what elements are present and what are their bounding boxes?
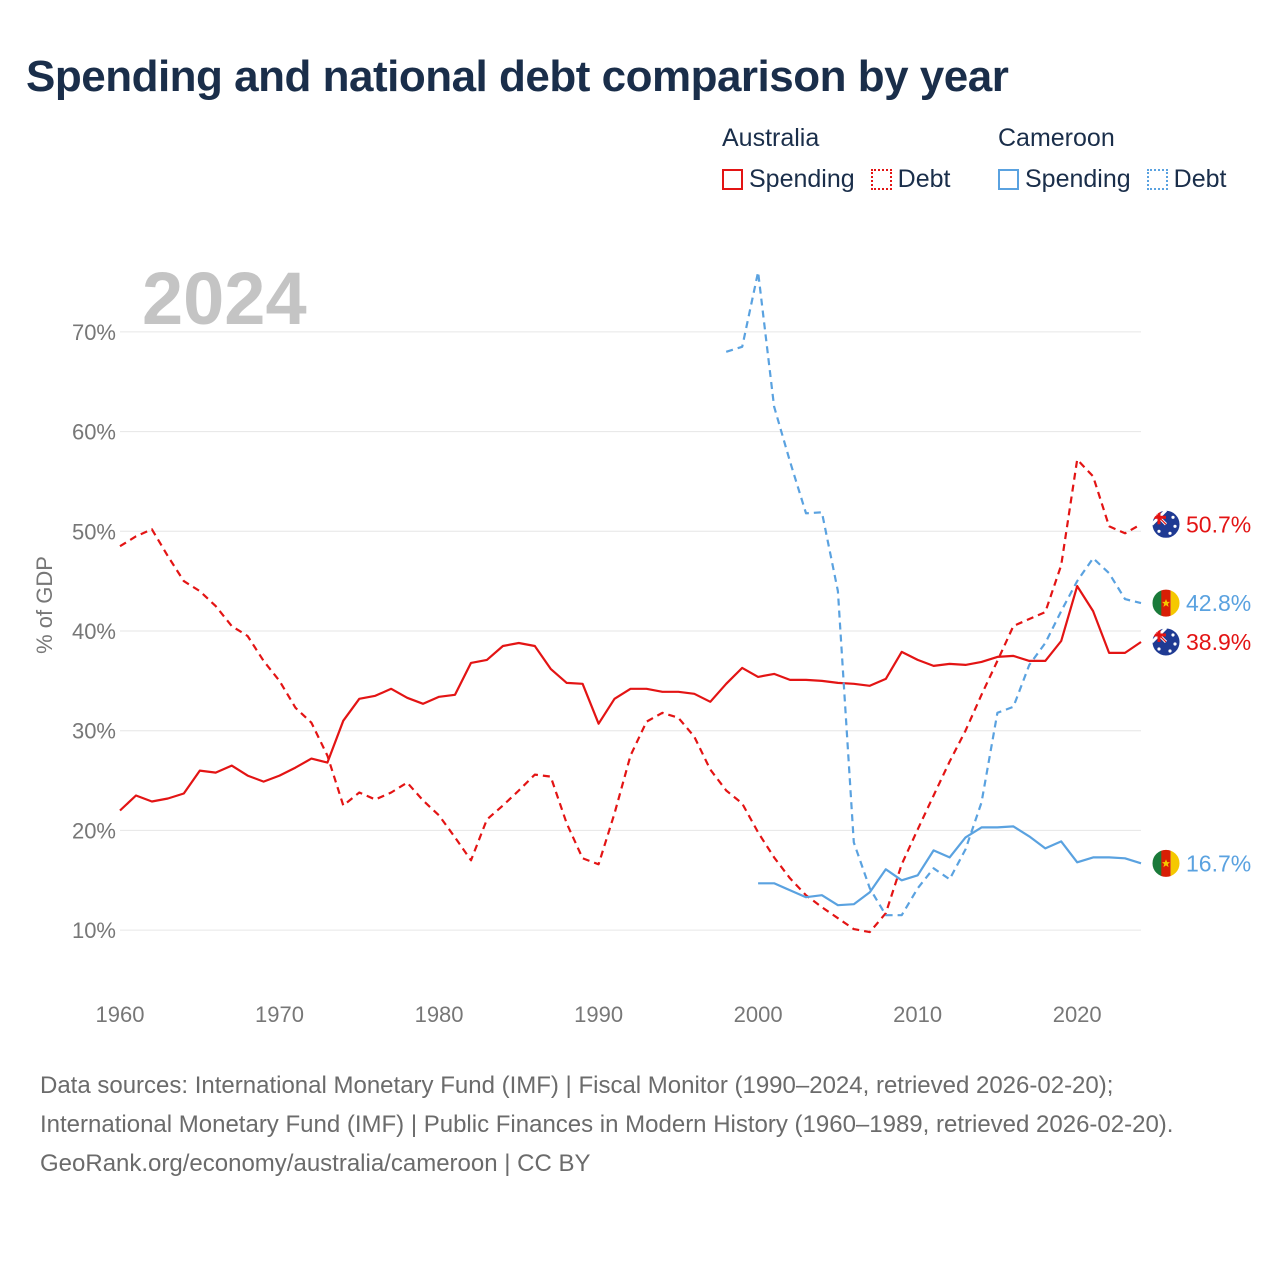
data-sources: Data sources: International Monetary Fun… — [40, 1072, 1174, 1138]
legend-cameroon: Cameroon Spending Debt — [998, 124, 1242, 194]
legend-swatch-solid-icon — [722, 169, 743, 190]
y-tick-label: 60% — [72, 420, 116, 445]
legend-cameroon-spending[interactable]: Spending — [998, 165, 1131, 194]
series-line-australia-spending — [119, 584, 1142, 812]
cameroon-flag-icon — [1151, 848, 1181, 878]
australia-flag-icon — [1151, 509, 1181, 539]
legend-australia-spending[interactable]: Spending — [722, 165, 855, 194]
line-chart: 2024 10% 20% 30% 40% 50% 60% 70% 1960 1970 1980 199… — [32, 257, 1251, 1027]
x-tick-label: 1980 — [415, 1002, 464, 1027]
series-line-cameroon-spending — [758, 825, 1142, 907]
legend-swatch-dotted-icon — [870, 169, 892, 190]
legend-swatch-solid-icon — [998, 169, 1019, 190]
year-label: 2024 — [142, 257, 307, 340]
legend-label: Spending — [1025, 165, 1131, 193]
x-tick-label: 1960 — [96, 1002, 145, 1027]
legend-australia: Australia Spending Debt — [722, 124, 966, 194]
series-line-australia-debt — [119, 458, 1142, 934]
legend-cameroon-title: Cameroon — [998, 124, 1115, 152]
legend-australia-debt[interactable]: Debt — [870, 165, 951, 194]
series-line-cameroon-debt — [725, 270, 1142, 917]
chart-title: Spending and national debt comparison by… — [26, 52, 1009, 101]
legend-label: Debt — [1173, 165, 1227, 193]
y-tick-label: 20% — [72, 818, 116, 843]
legend-swatch-dotted-icon — [1146, 169, 1168, 190]
legend-australia-title: Australia — [722, 124, 820, 152]
source-link[interactable]: GeoRank.org/economy/australia/cameroon |… — [40, 1150, 591, 1177]
end-value-label: 38.9% — [1186, 629, 1251, 655]
legend-label: Spending — [749, 165, 855, 193]
y-tick-label: 30% — [72, 719, 116, 744]
y-tick-label: 40% — [72, 619, 116, 644]
end-value-label: 42.8% — [1186, 590, 1251, 616]
y-axis-label: % of GDP — [32, 556, 57, 654]
x-tick-label: 2020 — [1053, 1002, 1102, 1027]
x-tick-label: 1970 — [255, 1002, 304, 1027]
y-tick-label: 10% — [72, 918, 116, 943]
legend-cameroon-debt[interactable]: Debt — [1146, 165, 1227, 194]
x-tick-label: 2010 — [893, 1002, 942, 1027]
end-value-label: 50.7% — [1186, 511, 1251, 537]
legend-label: Debt — [897, 165, 951, 193]
end-value-label: 16.7% — [1186, 850, 1251, 876]
footer: Data sources: International Monetary Fun… — [40, 1066, 1240, 1183]
cameroon-flag-icon — [1151, 588, 1181, 618]
y-tick-label: 50% — [72, 519, 116, 544]
x-tick-label: 1990 — [574, 1002, 623, 1027]
x-tick-label: 2000 — [734, 1002, 783, 1027]
australia-flag-icon — [1151, 627, 1181, 657]
y-tick-label: 70% — [72, 320, 116, 345]
